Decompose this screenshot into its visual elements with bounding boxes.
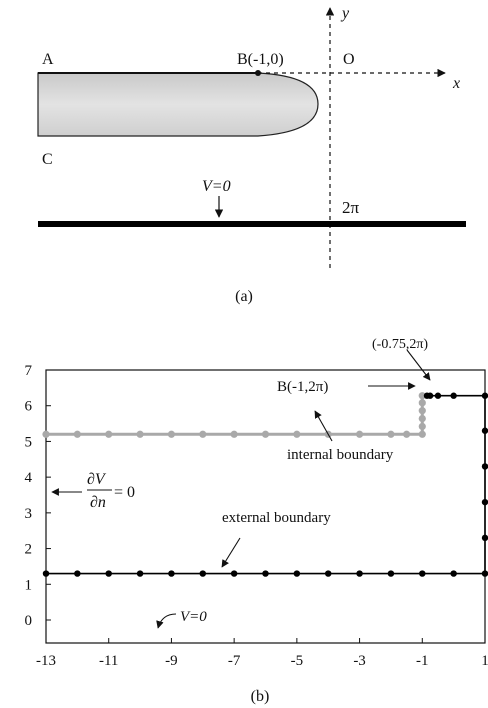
label-two-pi: 2π xyxy=(342,198,360,217)
label-internal-boundary: internal boundary xyxy=(287,447,394,463)
external-boundary-point xyxy=(356,570,363,577)
internal-boundary-point xyxy=(261,430,270,438)
external-boundary-point xyxy=(74,570,81,577)
y-tick-label: 2 xyxy=(25,542,33,558)
label-point-b: B(-1,0) xyxy=(237,51,284,68)
internal-boundary-point xyxy=(293,430,301,438)
panel-a: A B(-1,0) O C x y V=0 2π (a) xyxy=(37,5,466,305)
v0-b-arrow xyxy=(156,613,177,629)
label-bc-denominator: ∂n xyxy=(90,494,106,511)
internal-boundary-point xyxy=(418,392,426,400)
label-axis-y: y xyxy=(340,5,350,22)
internal-boundary-point xyxy=(105,430,113,438)
external-boundary-point xyxy=(481,427,488,434)
label-point-a: A xyxy=(42,51,54,68)
external-label-arrow xyxy=(221,537,241,568)
label-v0-b: V=0 xyxy=(180,609,207,625)
internal-boundary-point xyxy=(418,407,426,415)
x-tick-label: -13 xyxy=(36,653,56,669)
y-tick-label: 1 xyxy=(25,577,33,593)
internal-boundary-point xyxy=(418,414,426,423)
internal-boundary-line xyxy=(46,395,424,436)
x-tick-label: 1 xyxy=(481,653,488,669)
caption-b: (b) xyxy=(251,688,270,705)
external-boundary-point xyxy=(481,463,488,470)
external-boundary-point xyxy=(199,570,206,577)
external-boundary-point xyxy=(168,570,175,577)
internal-boundary-point xyxy=(355,430,364,438)
electrode-shape xyxy=(37,72,319,137)
series-lines xyxy=(46,394,486,575)
label-external-boundary: external boundary xyxy=(222,510,331,526)
series-points xyxy=(42,392,488,577)
external-boundary-point xyxy=(481,392,488,399)
external-boundary-point xyxy=(419,570,426,577)
ground-plane xyxy=(38,221,466,227)
label-point-c: C xyxy=(42,151,53,168)
internal-boundary-point xyxy=(136,430,144,438)
y-tick-label: 6 xyxy=(25,399,33,415)
x-tick-label: -3 xyxy=(353,653,366,669)
external-boundary-point xyxy=(450,570,457,577)
external-boundary-point xyxy=(293,570,301,577)
internal-boundary-point xyxy=(230,430,238,438)
label-axis-x: x xyxy=(452,75,460,92)
internal-boundary-point xyxy=(418,399,426,407)
internal-boundary-point xyxy=(387,430,395,438)
internal-label-arrow xyxy=(314,410,333,442)
x-tick-label: -11 xyxy=(99,653,118,669)
external-boundary-point xyxy=(426,392,434,399)
y-tick-label: 0 xyxy=(25,613,33,629)
label-corner-point: (-0.75,2π) xyxy=(372,337,428,352)
external-boundary-point xyxy=(325,570,332,577)
external-boundary-point xyxy=(136,570,144,577)
internal-boundary-point xyxy=(418,430,426,438)
label-bc-equals: = 0 xyxy=(114,484,135,501)
internal-boundary-point xyxy=(418,422,426,431)
x-tick-label: -9 xyxy=(165,653,178,669)
label-v0-a: V=0 xyxy=(202,178,231,195)
caption-a: (a) xyxy=(235,288,253,305)
external-boundary-line xyxy=(46,395,486,575)
x-tick-label: -1 xyxy=(416,653,429,669)
x-axis-ticks: -13 -11 -9 -7 -5 -3 -1 1 xyxy=(36,638,488,669)
corner-label-arrow xyxy=(406,349,431,381)
y-axis-ticks: 0 1 2 3 4 5 6 7 xyxy=(25,363,51,629)
external-boundary-point xyxy=(434,392,442,399)
external-boundary-point xyxy=(42,570,50,577)
label-origin: O xyxy=(343,51,355,68)
x-tick-label: -7 xyxy=(228,653,241,669)
internal-boundary-point xyxy=(167,430,176,438)
external-boundary-point xyxy=(105,570,112,577)
x-tick-label: -5 xyxy=(291,653,304,669)
internal-boundary-point xyxy=(199,430,207,438)
internal-boundary-point xyxy=(73,430,81,438)
y-tick-label: 3 xyxy=(25,506,33,522)
internal-boundary-point xyxy=(403,430,411,438)
external-boundary-point xyxy=(481,570,488,577)
label-point-b-2pi: B(-1,2π) xyxy=(277,379,328,395)
external-boundary-point xyxy=(230,570,238,577)
external-boundary-point xyxy=(481,534,488,542)
y-tick-label: 5 xyxy=(25,434,33,450)
external-boundary-point xyxy=(450,392,457,399)
external-boundary-point xyxy=(481,498,488,506)
internal-boundary-point xyxy=(42,430,50,438)
external-boundary-point xyxy=(387,570,395,577)
y-tick-label: 4 xyxy=(25,470,33,486)
label-bc-numerator: ∂V xyxy=(87,471,107,488)
y-tick-label: 7 xyxy=(25,363,33,379)
external-boundary-point xyxy=(262,570,269,577)
